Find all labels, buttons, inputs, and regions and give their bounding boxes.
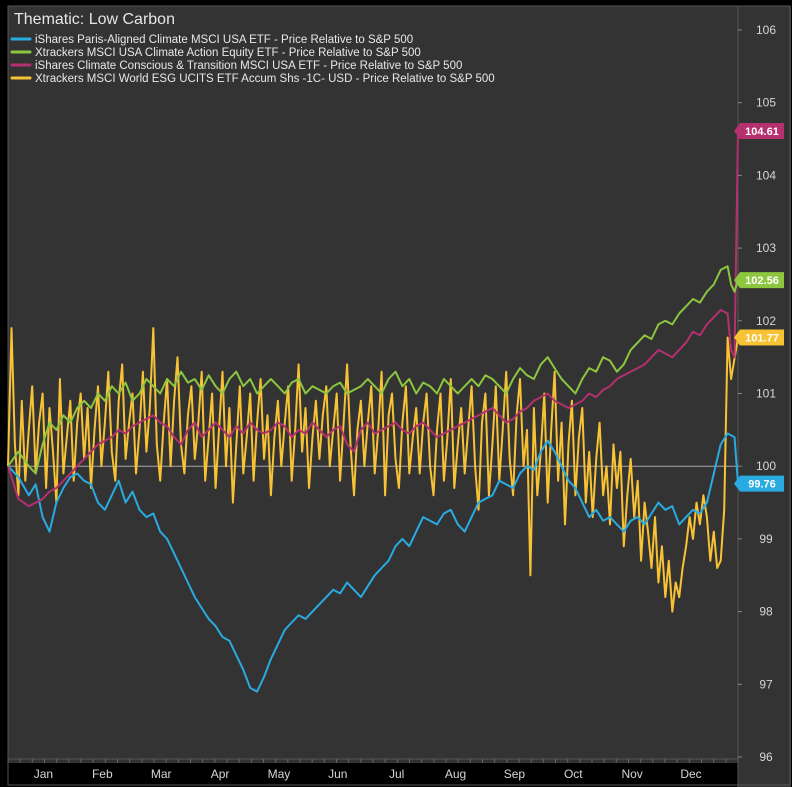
y-tick-label: 106 bbox=[756, 23, 776, 37]
legend-item: iShares Climate Conscious & Transition M… bbox=[10, 60, 462, 72]
last-value-badge: 101.77 bbox=[734, 329, 784, 346]
x-tick-label: Feb bbox=[92, 767, 113, 781]
series-line-2 bbox=[7, 131, 739, 508]
x-tick-marks bbox=[7, 5, 791, 787]
x-axis: Jan Feb Mar Apr May Jun Jul Aug Sep Oct Nov Dec bbox=[34, 767, 702, 781]
badge-value: 99.76 bbox=[748, 479, 776, 491]
series-line-3 bbox=[7, 327, 739, 613]
x-tick-label: Aug bbox=[445, 767, 466, 781]
chart-title: Thematic: Low Carbon bbox=[14, 11, 175, 28]
x-tick-label: May bbox=[268, 767, 291, 781]
last-value-badge: 102.56 bbox=[734, 272, 784, 289]
badge-shape bbox=[734, 272, 784, 289]
x-tick-label: Jun bbox=[328, 767, 347, 781]
y-tick-label: 104 bbox=[756, 168, 776, 182]
badge-value: 102.56 bbox=[745, 275, 779, 287]
y-tick-label: 102 bbox=[756, 314, 776, 328]
y-tick-label: 98 bbox=[759, 605, 773, 619]
badge-shape bbox=[734, 123, 784, 140]
legend-item: iShares Paris-Aligned Climate MSCI USA E… bbox=[10, 34, 413, 46]
y-tick-label: 101 bbox=[756, 387, 776, 401]
last-value-badges: 99.76 102.56 104.61 101.77 bbox=[734, 123, 784, 492]
legend-label: iShares Paris-Aligned Climate MSCI USA E… bbox=[35, 34, 413, 46]
x-tick-label: Mar bbox=[151, 767, 172, 781]
last-value-badge: 99.76 bbox=[734, 475, 784, 492]
x-tick-label: Apr bbox=[211, 767, 230, 781]
legend-label: Xtrackers MSCI World ESG UCITS ETF Accum… bbox=[35, 73, 495, 85]
badge-shape bbox=[734, 329, 784, 346]
y-axis: 96 97 98 99 100 101 102 103 104 105 106 bbox=[738, 23, 776, 764]
legend-item: Xtrackers MSCI World ESG UCITS ETF Accum… bbox=[10, 73, 495, 85]
legend-item: Xtrackers MSCI USA Climate Action Equity… bbox=[10, 47, 421, 59]
y-tick-label: 96 bbox=[759, 750, 773, 764]
x-tick-label: Sep bbox=[504, 767, 526, 781]
last-value-badge: 104.61 bbox=[734, 123, 784, 140]
legend-label: iShares Climate Conscious & Transition M… bbox=[35, 60, 462, 72]
legend-label: Xtrackers MSCI USA Climate Action Equity… bbox=[35, 47, 421, 59]
y-tick-label: 103 bbox=[756, 241, 776, 255]
legend: iShares Paris-Aligned Climate MSCI USA E… bbox=[10, 34, 495, 85]
y-tick-label: 105 bbox=[756, 96, 776, 110]
badge-shape bbox=[734, 475, 784, 492]
chart-border bbox=[7, 5, 791, 786]
x-tick-label: Dec bbox=[680, 767, 701, 781]
series-layer bbox=[7, 131, 739, 693]
x-tick-label: Nov bbox=[621, 767, 642, 781]
badge-value: 101.77 bbox=[745, 333, 779, 345]
series-line-0 bbox=[7, 432, 739, 693]
x-tick-label: Jan bbox=[34, 767, 53, 781]
y-tick-label: 97 bbox=[759, 677, 773, 691]
series-line-1 bbox=[7, 265, 739, 475]
y-tick-label: 100 bbox=[756, 459, 776, 473]
badge-value: 104.61 bbox=[745, 126, 779, 138]
y-tick-label: 99 bbox=[759, 532, 773, 546]
x-tick-label: Jul bbox=[389, 767, 404, 781]
x-tick-label: Oct bbox=[564, 767, 583, 781]
